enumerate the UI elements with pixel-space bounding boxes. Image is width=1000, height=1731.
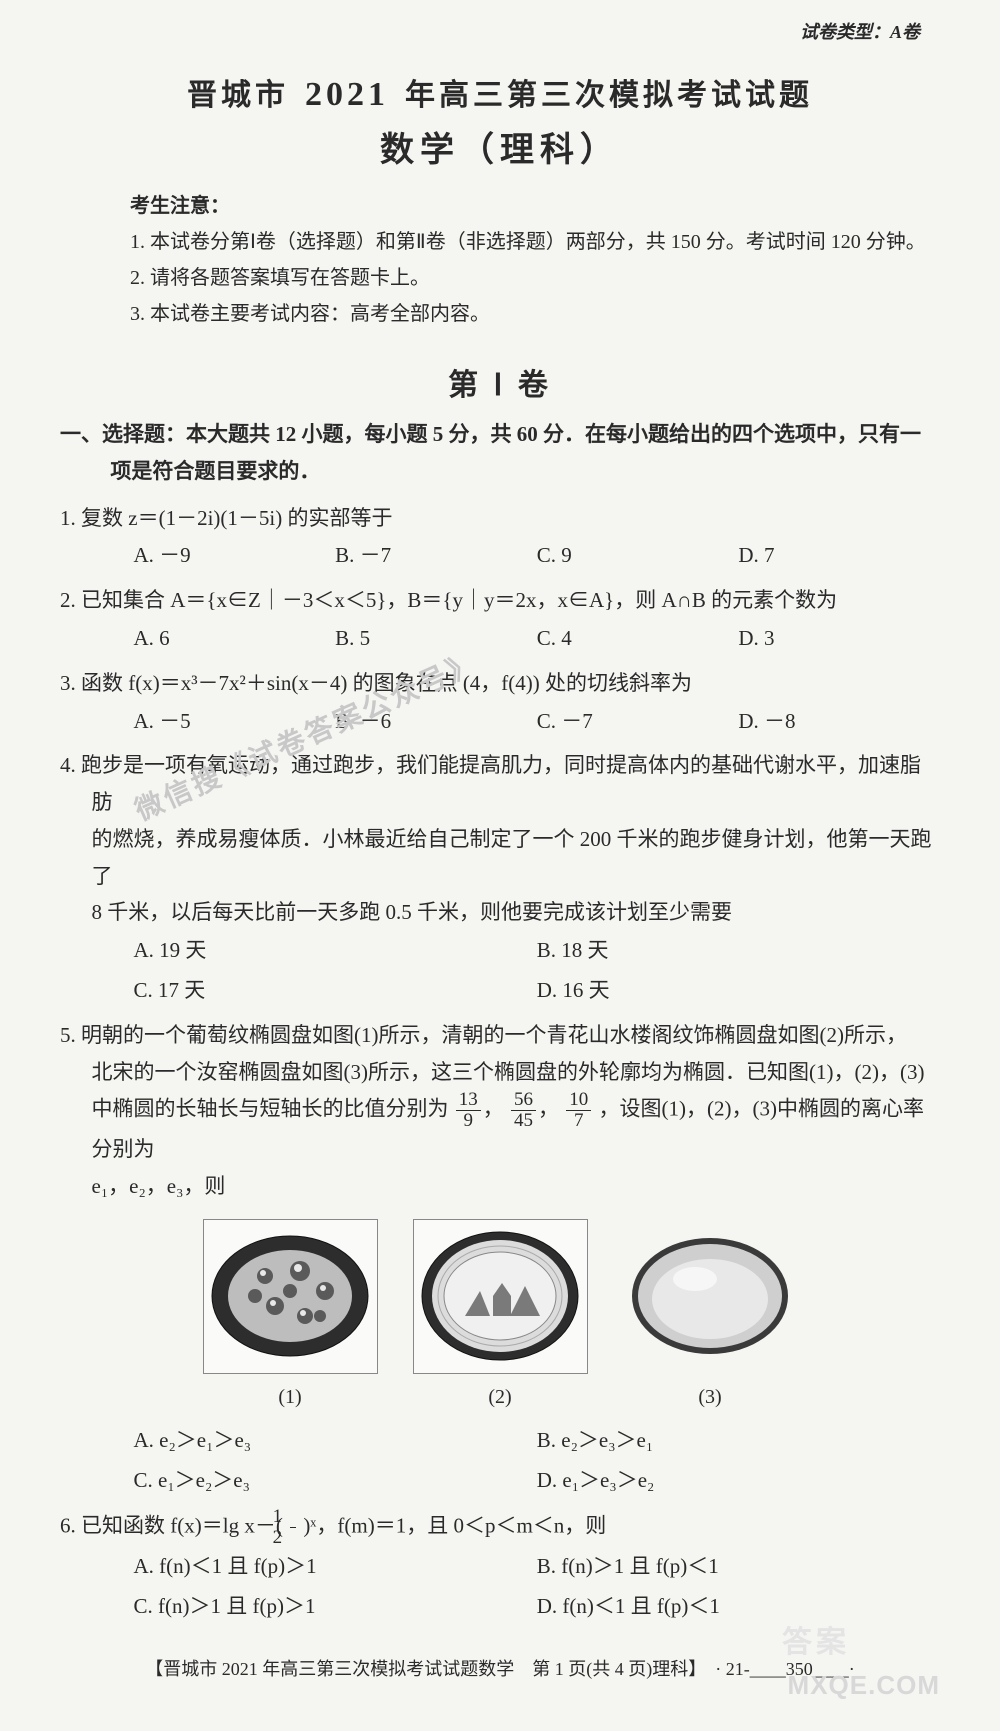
q5-plate-2-icon	[415, 1221, 585, 1371]
q1-choice-c: C. 9	[537, 536, 739, 576]
q1-stem: 1. 复数 z＝(1－2i)(1－5i) 的实部等于	[60, 500, 940, 537]
q2-choice-b: B. 5	[335, 619, 537, 659]
q5-frac-3: 107	[566, 1090, 591, 1131]
q3-choice-b: B. －6	[335, 702, 537, 742]
question-1: 1. 复数 z＝(1－2i)(1－5i) 的实部等于 A. －9 B. －7 C…	[60, 500, 940, 577]
q5-caption-3: (3)	[623, 1380, 798, 1415]
notice-item-1: 1. 本试卷分第Ⅰ卷（选择题）和第Ⅱ卷（非选择题）两部分，共 150 分。考试时…	[130, 224, 940, 260]
q5-frac1-den: 9	[456, 1111, 481, 1131]
q5-choice-b: B. e₂＞e₃＞e₁	[537, 1421, 940, 1461]
q5-choice-c: C. e₁＞e₂＞e₃	[134, 1461, 537, 1501]
q6-choice-a: A. f(n)＜1 且 f(p)＞1	[134, 1547, 537, 1587]
q4-choices-row1: A. 19 天 B. 18 天	[60, 931, 940, 971]
main-title: 晋城市 2021 年高三第三次模拟考试试题	[60, 70, 940, 114]
q4-choice-c: C. 17 天	[134, 971, 537, 1011]
question-5: 5. 明朝的一个葡萄纹椭圆盘如图(1)所示，清朝的一个青花山水楼阁纹饰椭圆盘如图…	[60, 1017, 940, 1501]
q5-plate-3-cell	[623, 1219, 798, 1374]
q6-choice-c: C. f(n)＞1 且 f(p)＞1	[134, 1587, 537, 1627]
q5-caption-2: (2)	[413, 1380, 588, 1415]
q6-frac-den: 2	[290, 1528, 296, 1548]
q5-plate-1-icon	[205, 1221, 375, 1371]
q4-choice-b: B. 18 天	[537, 931, 940, 971]
notice-item-3: 3. 本试卷主要考试内容：高考全部内容。	[130, 296, 940, 332]
q5-plate-1-frame	[203, 1219, 378, 1374]
q5-images-row	[60, 1219, 940, 1374]
q5-stem3-pre: 中椭圆的长轴长与短轴长的比值分别为	[92, 1097, 454, 1121]
q5-choices-row1: A. e₂＞e₁＞e₃ B. e₂＞e₃＞e₁	[60, 1421, 940, 1461]
q6-frac: 12	[290, 1507, 296, 1548]
q1-choice-b: B. －7	[335, 536, 537, 576]
q5-frac3-den: 7	[566, 1111, 591, 1131]
q1-choices: A. －9 B. －7 C. 9 D. 7	[60, 536, 940, 576]
q4-choices-row2: C. 17 天 D. 16 天	[60, 971, 940, 1011]
q4-stem-3: 8 千米，以后每天比前一天多跑 0.5 千米，则他要完成该计划至少需要	[60, 894, 940, 931]
q5-frac-2: 5645	[511, 1090, 536, 1131]
q5-choice-a: A. e₂＞e₁＞e₃	[134, 1421, 537, 1461]
q5-plate-2-cell	[413, 1219, 588, 1374]
subject-line: 数学（理科）	[60, 122, 940, 171]
q2-choice-a: A. 6	[134, 619, 336, 659]
question-2: 2. 已知集合 A＝{x∈Z｜－3＜x＜5}，B＝{y｜y＝2x，x∈A}，则 …	[60, 582, 940, 659]
q5-stem-1: 5. 明朝的一个葡萄纹椭圆盘如图(1)所示，清朝的一个青花山水楼阁纹饰椭圆盘如图…	[60, 1017, 940, 1054]
question-6: 6. 已知函数 f(x)＝lg x－( 12 )ˣ，f(m)＝1，且 0＜p＜m…	[60, 1507, 940, 1628]
q6-choice-b: B. f(n)＞1 且 f(p)＜1	[537, 1547, 940, 1587]
paper-type-label: 试卷类型：A卷	[800, 18, 920, 44]
q5-caption-1: (1)	[203, 1380, 378, 1415]
q2-choices: A. 6 B. 5 C. 4 D. 3	[60, 619, 940, 659]
question-4: 4. 跑步是一项有氧运动，通过跑步，我们能提高肌力，同时提高体内的基础代谢水平，…	[60, 747, 940, 1011]
q1-choice-d: D. 7	[738, 536, 940, 576]
q5-choices-row2: C. e₁＞e₂＞e₃ D. e₁＞e₃＞e₂	[60, 1461, 940, 1501]
q6-stem-pre: 6. 已知函数 f(x)＝lg x－(	[60, 1513, 283, 1537]
q1-choice-a: A. －9	[134, 536, 336, 576]
q5-frac1-num: 13	[456, 1090, 481, 1111]
q3-choice-c: C. －7	[537, 702, 739, 742]
part-label: 第 Ⅰ 卷	[60, 360, 940, 404]
title-rest: 年高三第三次模拟考试试题	[405, 79, 813, 112]
q2-choice-c: C. 4	[537, 619, 739, 659]
q6-choices-row1: A. f(n)＜1 且 f(p)＞1 B. f(n)＞1 且 f(p)＜1	[60, 1547, 940, 1587]
q5-plate-3-frame	[623, 1219, 798, 1374]
q6-stem-post: )ˣ，f(m)＝1，且 0＜p＜m＜n，则	[303, 1513, 606, 1537]
q6-stem: 6. 已知函数 f(x)＝lg x－( 12 )ˣ，f(m)＝1，且 0＜p＜m…	[60, 1507, 940, 1548]
title-city: 晋城市	[187, 79, 289, 112]
q2-stem: 2. 已知集合 A＝{x∈Z｜－3＜x＜5}，B＝{y｜y＝2x，x∈A}，则 …	[60, 582, 940, 619]
q3-choices: A. －5 B. －6 C. －7 D. －8	[60, 702, 940, 742]
q2-choice-d: D. 3	[738, 619, 940, 659]
q5-frac3-num: 10	[566, 1090, 591, 1111]
q4-stem-1: 4. 跑步是一项有氧运动，通过跑步，我们能提高肌力，同时提高体内的基础代谢水平，…	[60, 747, 940, 821]
watermark-site: MXQE.COM	[788, 1670, 940, 1701]
q5-stem-2: 北宋的一个汝窑椭圆盘如图(3)所示，这三个椭圆盘的外轮廓均为椭圆．已知图(1)，…	[60, 1054, 940, 1091]
q5-choice-d: D. e₁＞e₃＞e₂	[537, 1461, 940, 1501]
q3-choice-a: A. －5	[134, 702, 336, 742]
section-instruction: 一、选择题：本大题共 12 小题，每小题 5 分，共 60 分．在每小题给出的四…	[60, 416, 940, 490]
q5-frac-1: 139	[456, 1090, 481, 1131]
q5-frac2-den: 45	[511, 1111, 536, 1131]
q5-plate-1-cell	[203, 1219, 378, 1374]
q4-stem-2: 的燃烧，养成易瘦体质．小林最近给自己制定了一个 200 千米的跑步健身计划，他第…	[60, 821, 940, 895]
q5-captions: (1) (2) (3)	[60, 1380, 940, 1415]
q6-choice-d: D. f(n)＜1 且 f(p)＜1	[537, 1587, 940, 1627]
q5-frac2-num: 56	[511, 1090, 536, 1111]
q5-plate-3-icon	[625, 1221, 795, 1371]
notice-item-2: 2. 请将各题答案填写在答题卡上。	[130, 260, 940, 296]
notice-label: 考生注意：	[130, 189, 940, 218]
question-3: 3. 函数 f(x)＝x³－7x²＋sin(x－4) 的图象在点 (4，f(4)…	[60, 665, 940, 742]
q5-plate-2-frame	[413, 1219, 588, 1374]
q4-choice-d: D. 16 天	[537, 971, 940, 1011]
q3-choice-d: D. －8	[738, 702, 940, 742]
q5-stem-3: 中椭圆的长轴长与短轴长的比值分别为 139， 5645， 107 ，设图(1)，…	[60, 1090, 940, 1168]
q5-stem-4: e₁，e₂，e₃，则	[60, 1168, 940, 1205]
q3-stem: 3. 函数 f(x)＝x³－7x²＋sin(x－4) 的图象在点 (4，f(4)…	[60, 665, 940, 702]
title-year: 2021	[305, 76, 389, 113]
watermark-answers: 答案	[782, 1617, 850, 1661]
q6-frac-num: 1	[290, 1507, 296, 1528]
q4-choice-a: A. 19 天	[134, 931, 537, 971]
